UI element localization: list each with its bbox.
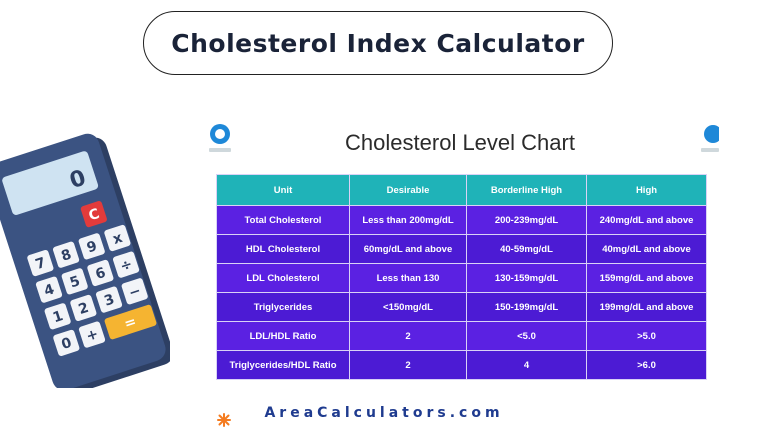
- key-1: 1: [51, 308, 65, 326]
- page-title: Cholesterol Index Calculator: [171, 28, 585, 58]
- table-cell: 60mg/dL and above: [349, 234, 467, 264]
- table-cell: Less than 200mg/dL: [349, 205, 467, 235]
- key-minus: −: [127, 283, 143, 302]
- page-title-pill: Cholesterol Index Calculator: [143, 11, 613, 75]
- table-header-row: Unit Desirable Borderline High High: [216, 174, 707, 206]
- column-header: Unit: [216, 174, 350, 206]
- table-row: Total Cholesterol Less than 200mg/dL 200…: [216, 205, 707, 235]
- brand-logo-icon: [209, 124, 231, 152]
- cholesterol-chart-panel: Cholesterol Level Chart Unit Desirable B…: [205, 118, 719, 380]
- table-cell: LDL Cholesterol: [216, 263, 350, 293]
- key-divide: ÷: [118, 256, 134, 275]
- key-c: C: [87, 206, 102, 224]
- table-cell: Triglycerides/HDL Ratio: [216, 350, 350, 380]
- table-row: HDL Cholesterol 60mg/dL and above 40-59m…: [216, 234, 707, 264]
- calculator-icon: 0 C 7 8 9 x 4 5 6 ÷: [0, 133, 174, 395]
- key-5: 5: [68, 273, 82, 291]
- table-row: Triglycerides/HDL Ratio 2 4 >6.0: [216, 350, 707, 380]
- table-cell: LDL/HDL Ratio: [216, 321, 350, 351]
- key-8: 8: [59, 247, 73, 265]
- table-row: LDL/HDL Ratio 2 <5.0 >5.0: [216, 321, 707, 351]
- cholesterol-level-table: Unit Desirable Borderline High High Tota…: [216, 174, 707, 380]
- calculator-display: 0: [67, 166, 89, 195]
- table-cell: 150-199mg/dL: [466, 292, 587, 322]
- table-cell: 2: [349, 350, 467, 380]
- table-cell: <150mg/dL: [349, 292, 467, 322]
- table-cell: 40-59mg/dL: [466, 234, 587, 264]
- table-cell: >5.0: [586, 321, 707, 351]
- key-2: 2: [77, 300, 91, 318]
- footer-site-name: AreaCalculators.com: [264, 405, 504, 421]
- table-row: LDL Cholesterol Less than 130 130-159mg/…: [216, 263, 707, 293]
- table-cell: 2: [349, 321, 467, 351]
- asterisk-icon: [217, 413, 231, 427]
- table-cell: <5.0: [466, 321, 587, 351]
- column-header: Desirable: [349, 174, 467, 206]
- calculator-illustration: 0 C 7 8 9 x 4 5 6 ÷: [0, 128, 174, 395]
- key-6: 6: [94, 265, 108, 283]
- table-cell: 200-239mg/dL: [466, 205, 587, 235]
- key-3: 3: [102, 291, 116, 309]
- table-cell: 40mg/dL and above: [586, 234, 707, 264]
- table-cell: HDL Cholesterol: [216, 234, 350, 264]
- table-cell: >6.0: [586, 350, 707, 380]
- table-cell: 4: [466, 350, 587, 380]
- table-cell: 159mg/dL and above: [586, 263, 707, 293]
- brand-logo-icon-right: [701, 125, 719, 152]
- column-header: Borderline High: [466, 174, 587, 206]
- key-7: 7: [34, 255, 48, 273]
- table-cell: 130-159mg/dL: [466, 263, 587, 293]
- table-cell: 199mg/dL and above: [586, 292, 707, 322]
- key-equals: =: [122, 314, 138, 333]
- table-cell: Less than 130: [349, 263, 467, 293]
- chart-title: Cholesterol Level Chart: [345, 130, 575, 155]
- table-row: Triglycerides <150mg/dL 150-199mg/dL 199…: [216, 292, 707, 322]
- key-9: 9: [85, 238, 99, 256]
- table-cell: Total Cholesterol: [216, 205, 350, 235]
- table-cell: 240mg/dL and above: [586, 205, 707, 235]
- column-header: High: [586, 174, 707, 206]
- table-cell: Triglycerides: [216, 292, 350, 322]
- key-plus: +: [84, 326, 100, 345]
